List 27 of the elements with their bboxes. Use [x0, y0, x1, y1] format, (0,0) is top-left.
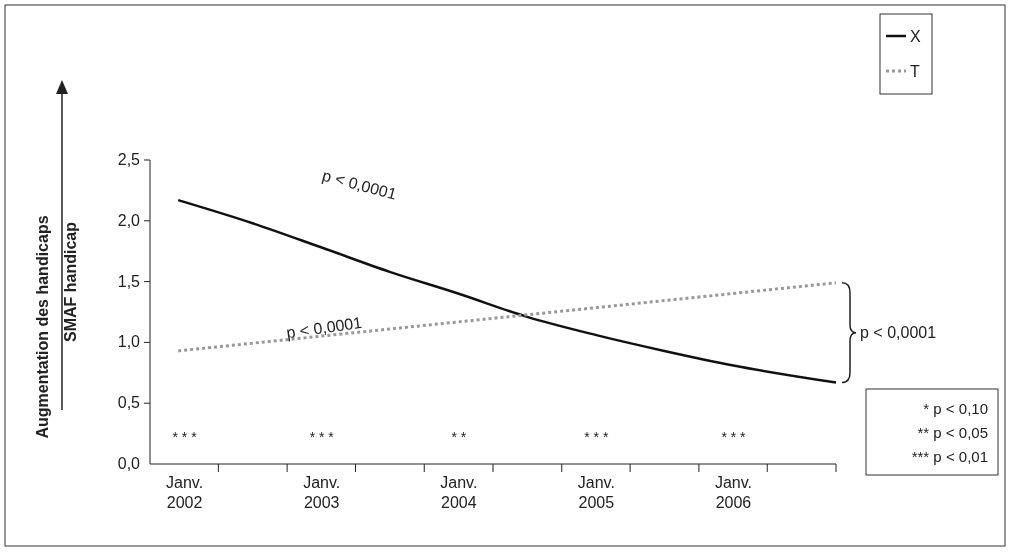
y-tick-label: 0,5 — [117, 394, 141, 412]
legend-label: X — [910, 28, 921, 45]
text: ** p < 0,05 — [917, 424, 988, 441]
y-tick-label: 2,0 — [117, 211, 141, 229]
y-tick-label: 0,0 — [117, 455, 141, 472]
x-tick-label: Janv. 2005 — [577, 474, 615, 511]
annotation: * * * — [309, 429, 335, 445]
text: p < 0,0001 — [860, 323, 937, 341]
legend-label: T — [910, 63, 920, 80]
y-axis-title: SMAF handicap — [62, 221, 79, 343]
annotation: * * * — [584, 429, 609, 445]
y-tick-label: 2,5 — [117, 151, 141, 168]
x-tick-label: Janv. 2002 — [166, 474, 204, 511]
annotation: * * * — [172, 429, 198, 445]
x-tick-label: Janv. 2003 — [303, 474, 341, 511]
x-tick-label: Janv. 2006 — [714, 474, 752, 511]
annotation: p < 0,0001 — [320, 166, 399, 203]
text: *** p < 0,01 — [911, 448, 988, 465]
annotation: p < 0,0001 — [285, 313, 364, 342]
annotation: * * — [451, 429, 467, 445]
text: * p < 0,10 — [923, 400, 988, 417]
annotation: * * * — [721, 429, 747, 445]
text: Augmentation des handicaps — [34, 215, 51, 439]
x-tick-label: Janv. 2004 — [440, 474, 478, 511]
y-tick-label: 1,0 — [117, 333, 141, 351]
y-tick-label: 1,5 — [117, 272, 141, 290]
line-series — [176, 198, 838, 384]
